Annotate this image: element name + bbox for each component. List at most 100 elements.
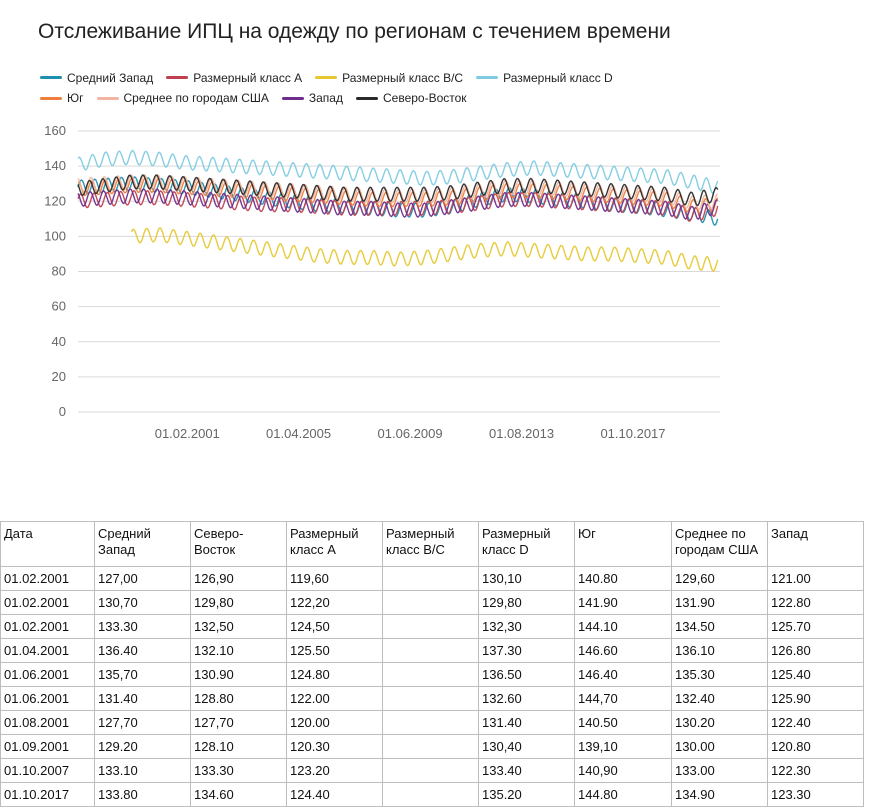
table-cell: 133.10	[94, 758, 191, 783]
table-cell: 135,70	[94, 662, 191, 687]
table-cell: 131.40	[94, 686, 191, 711]
table-cell: 130,40	[478, 734, 575, 759]
legend-item[interactable]: Размерный класс B/C	[315, 69, 463, 87]
series-line	[77, 174, 719, 207]
chart-legend: Средний Запад Размерный класс A Размерный …	[40, 66, 680, 107]
table-cell: 133.30	[94, 614, 191, 639]
table-cell: 129,60	[671, 566, 768, 591]
y-tick-label: 60	[52, 299, 66, 314]
legend-swatch	[40, 96, 62, 100]
table-cell: 128.80	[190, 686, 287, 711]
x-tick-label: 01.08.2013	[489, 426, 554, 441]
table-cell: 01.06.2001	[0, 662, 95, 687]
legend-label: Размерный класс B/C	[342, 70, 464, 85]
legend-swatch	[315, 76, 338, 79]
legend-swatch	[40, 76, 62, 79]
gridlines	[78, 130, 720, 413]
table-cell	[382, 734, 479, 759]
table-cell: 133.00	[671, 758, 768, 783]
y-axis: 0 20 40 60 80 100 120 140 160	[44, 123, 66, 419]
legend-item[interactable]: Размерный класс D	[476, 69, 613, 87]
legend-item[interactable]: Размерный класс A	[166, 69, 302, 87]
legend-swatch	[355, 96, 378, 100]
table-body: 01.02.2001 127,00 126,90 119,60 130,10 140.80…	[0, 566, 864, 807]
table-cell: 122.00	[286, 686, 383, 711]
legend-item[interactable]: Северо-Восток	[355, 89, 467, 107]
legend-label: Размерный класс A	[193, 70, 303, 85]
y-tick-label: 160	[44, 123, 66, 138]
table-cell	[382, 614, 479, 639]
table-cell: 139,10	[574, 734, 672, 759]
table-cell: 146.40	[574, 662, 672, 687]
table-cell	[382, 638, 479, 663]
table-cell: 01.02.2001	[0, 590, 95, 615]
table-cell: 01.09.2001	[0, 734, 95, 759]
table-cell: 119,60	[286, 566, 383, 591]
legend-item[interactable]: Юг	[40, 89, 84, 107]
column-header: Северо-Восток	[190, 521, 287, 567]
x-tick-label: 01.10.2017	[600, 426, 665, 441]
table-row: 01.02.2001 133.30 132,50 124,50 132,30 144.10…	[0, 614, 864, 639]
column-header: Размерный класс D	[478, 521, 575, 567]
table-cell: 123.30	[767, 782, 864, 807]
table-cell: 01.04.2001	[0, 638, 95, 663]
table-cell: 120.00	[286, 710, 383, 735]
table-cell: 01.10.2007	[0, 758, 95, 783]
table-row: 01.10.2007 133.10 133.30 123.20 133.40 140,90…	[0, 758, 864, 783]
table-cell: 134.90	[671, 782, 768, 807]
table-cell: 134.60	[190, 782, 287, 807]
table-row: 01.02.2001 130,70 129,80 122,20 129,80 141.90…	[0, 590, 864, 615]
table-cell: 120.80	[767, 734, 864, 759]
legend-swatch	[166, 76, 189, 79]
table-cell: 132,50	[190, 614, 287, 639]
column-header: Средний Запад	[94, 521, 191, 567]
table-cell: 125.40	[767, 662, 864, 687]
column-header: Размерный класс A	[286, 521, 383, 567]
table-cell	[382, 758, 479, 783]
table-cell: 137.30	[478, 638, 575, 663]
table-cell: 122.40	[767, 710, 864, 735]
table-cell: 140,90	[574, 758, 672, 783]
x-tick-label: 01.06.2009	[378, 426, 443, 441]
legend-label: Среднее по городам США	[123, 91, 269, 105]
table-row: 01.10.2017 133.80 134.60 124.40 135.20 144.80…	[0, 782, 864, 807]
table-header-row: Дата Средний Запад Северо-Восток Размерный …	[0, 521, 864, 567]
table-cell: 125.50	[286, 638, 383, 663]
legend-label: Запад	[308, 91, 343, 105]
table-cell: 131.40	[478, 710, 575, 735]
table-cell: 140.80	[574, 566, 672, 591]
table-cell: 01.02.2001	[0, 614, 95, 639]
table-cell: 125.70	[767, 614, 864, 639]
table-cell: 120.30	[286, 734, 383, 759]
table-cell	[382, 590, 479, 615]
table-cell: 130,10	[478, 566, 575, 591]
series-line	[77, 149, 719, 194]
column-header: Юг	[574, 521, 672, 567]
data-table-container: Дата Средний Запад Северо-Восток Размерный …	[0, 521, 864, 807]
table-cell: 129.20	[94, 734, 191, 759]
series-line	[77, 190, 719, 222]
table-cell	[382, 662, 479, 687]
legend-item[interactable]: Среднее по городам США	[96, 89, 269, 107]
table-cell: 124.80	[286, 662, 383, 687]
table-cell: 134.50	[671, 614, 768, 639]
line-chart: 0 20 40 60 80 100 120 140 160 01.02.2001 01.04.20…	[44, 123, 720, 441]
table-row: 01.06.2001 135,70 130.90 124.80 136.50 146.40…	[0, 662, 864, 687]
table-cell: 01.02.2001	[0, 566, 95, 591]
legend-item[interactable]: Запад	[281, 89, 343, 107]
table-row: 01.06.2001 131.40 128.80 122.00 132.60 144,70…	[0, 686, 864, 711]
table-cell: 127,70	[190, 710, 287, 735]
table-cell: 132.60	[478, 686, 575, 711]
table-cell: 01.10.2017	[0, 782, 95, 807]
y-tick-label: 120	[44, 193, 66, 208]
y-tick-label: 100	[44, 228, 66, 243]
legend-label: Размерный класс D	[503, 70, 613, 85]
legend-item[interactable]: Средний Запад	[40, 69, 153, 87]
table-cell: 144.80	[574, 782, 672, 807]
table-cell: 124.40	[286, 782, 383, 807]
table-row: 01.08.2001 127,70 127,70 120.00 131.40 140.50…	[0, 710, 864, 735]
column-header: Дата	[0, 521, 95, 567]
y-tick-label: 80	[52, 264, 66, 279]
table-cell: 124,50	[286, 614, 383, 639]
table-cell: 131.90	[671, 590, 768, 615]
